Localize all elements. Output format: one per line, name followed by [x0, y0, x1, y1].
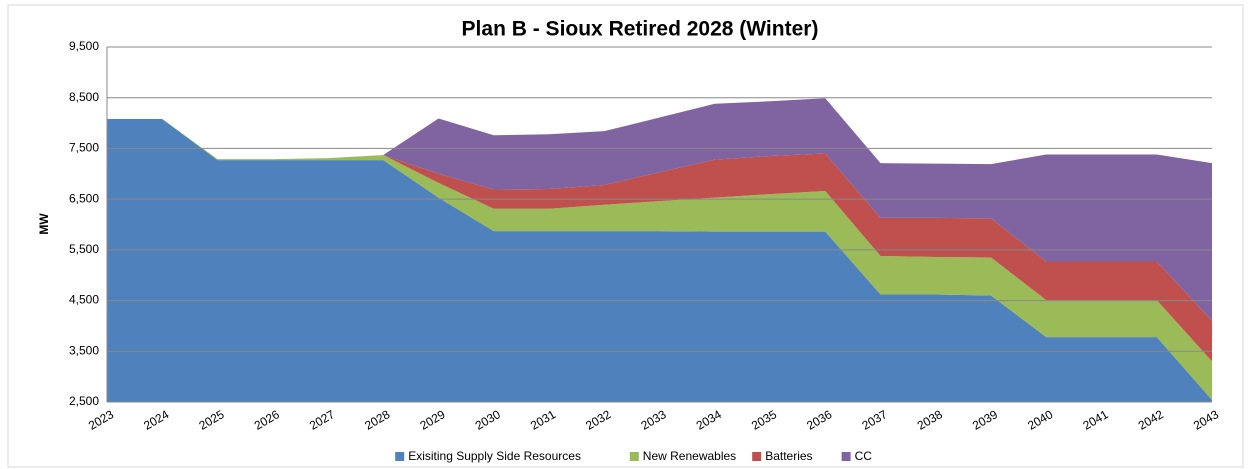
- legend-swatch: [629, 452, 639, 461]
- legend-label: Batteries: [765, 449, 812, 463]
- area: [107, 98, 1212, 321]
- area: [107, 119, 1212, 400]
- y-tick-label: 8,500: [69, 90, 99, 104]
- legend-label: New Renewables: [643, 449, 736, 463]
- plot-area: [107, 98, 1212, 402]
- y-tick-label: 3,500: [69, 343, 99, 357]
- area: [107, 119, 1212, 362]
- y-tick-label: 5,500: [69, 242, 99, 256]
- area: [107, 119, 1212, 402]
- y-axis-label: MW: [37, 213, 51, 235]
- legend-swatch: [752, 452, 762, 461]
- y-tick-label: 7,500: [69, 141, 99, 155]
- y-tick-label: 2,500: [69, 394, 99, 408]
- y-tick-label: 6,500: [69, 191, 99, 205]
- chart-title: Plan B - Sioux Retired 2028 (Winter): [462, 18, 819, 41]
- legend-label: CC: [855, 449, 873, 463]
- legend: Exisiting Supply Side Resources New Renew…: [395, 449, 872, 463]
- y-tick-label: 4,500: [69, 293, 99, 307]
- legend-swatch: [395, 452, 405, 461]
- y-tick-label: 9,500: [69, 39, 99, 53]
- legend-label: Exisiting Supply Side Resources: [408, 449, 581, 463]
- legend-swatch: [841, 452, 851, 461]
